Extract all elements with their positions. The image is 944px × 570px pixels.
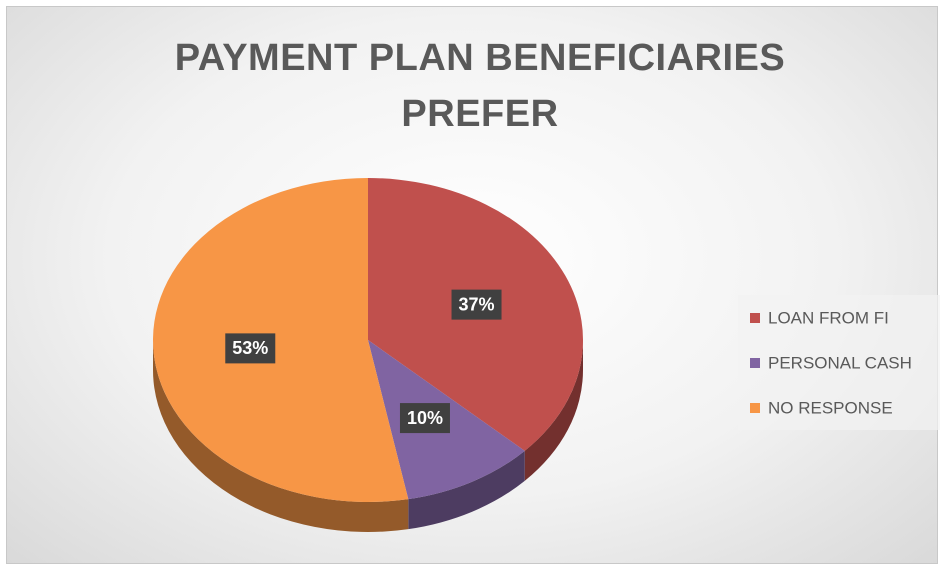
legend-swatch xyxy=(750,313,760,323)
pie-slice-side xyxy=(408,450,525,530)
data-label-text: 37% xyxy=(459,294,495,314)
legend-label: LOAN FROM FI xyxy=(768,308,889,327)
pie-slice xyxy=(152,178,409,503)
legend-box xyxy=(738,295,940,430)
data-label-text: 53% xyxy=(232,338,268,358)
legend-swatch xyxy=(750,403,760,413)
data-label-box xyxy=(451,289,502,320)
data-label: 53% xyxy=(225,333,276,364)
chart-title: PAYMENT PLAN BENEFICIARIES PREFER xyxy=(174,37,786,135)
legend-swatch xyxy=(750,358,760,368)
data-label-text: 10% xyxy=(407,408,443,428)
legend-label: PERSONAL CASH xyxy=(768,353,912,372)
legend-label: NO RESPONSE xyxy=(768,398,893,417)
data-label: 37% xyxy=(451,289,502,320)
data-label: 10% xyxy=(399,403,450,434)
pie-slice-side xyxy=(524,340,583,481)
pie-slice-side xyxy=(153,340,409,533)
data-label-box xyxy=(225,333,276,364)
legend: LOAN FROM FI PERSONAL CASH NO RESPONSE xyxy=(738,295,940,430)
data-label-box xyxy=(399,403,450,434)
